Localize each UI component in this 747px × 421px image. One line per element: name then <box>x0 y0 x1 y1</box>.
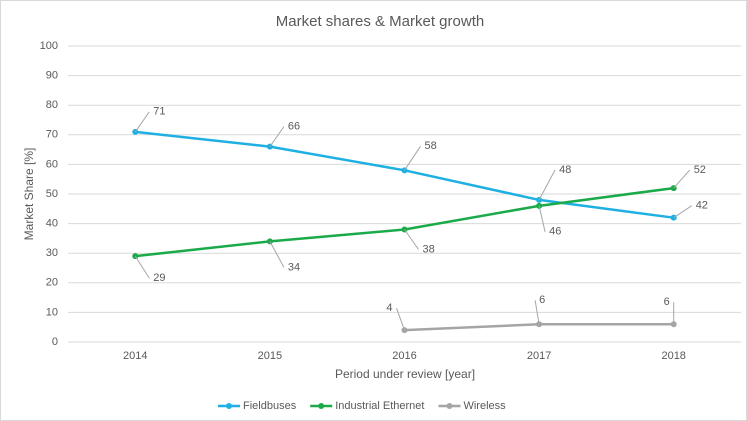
leader-line <box>534 300 540 325</box>
legend-label: Wireless <box>463 400 506 412</box>
data-label: 46 <box>549 226 561 238</box>
leader-line <box>404 229 419 250</box>
legend-label: Industrial Ethernet <box>335 400 424 412</box>
leader-line <box>538 205 546 232</box>
y-tick-label: 10 <box>46 306 58 318</box>
leader-line <box>673 169 691 189</box>
x-tick-label: 2016 <box>392 350 416 362</box>
data-label: 6 <box>539 294 545 306</box>
x-tick-label: 2017 <box>527 350 551 362</box>
chart-title: Market shares & Market growth <box>276 13 484 30</box>
leader-line <box>673 205 692 219</box>
x-axis-title: Period under review [year] <box>335 367 475 381</box>
leader-line <box>134 255 150 279</box>
y-tick-label: 90 <box>46 70 58 82</box>
x-tick-label: 2014 <box>123 350 147 362</box>
data-label: 34 <box>288 261 300 273</box>
y-tick-label: 30 <box>46 247 58 259</box>
data-label: 58 <box>425 140 437 152</box>
leader-line <box>269 126 285 147</box>
legend-marker <box>226 403 232 409</box>
y-tick-label: 80 <box>46 99 58 111</box>
data-label: 66 <box>288 121 300 133</box>
legend-marker <box>318 403 325 409</box>
leader-line <box>538 169 556 201</box>
leader-line <box>396 307 405 331</box>
y-tick-label: 40 <box>46 218 58 230</box>
legend-label: Fieldbuses <box>243 400 297 412</box>
y-tick-label: 0 <box>52 336 58 348</box>
data-label: 6 <box>664 296 670 308</box>
data-label: 38 <box>423 243 435 255</box>
data-label: 29 <box>153 272 165 284</box>
x-tick-label: 2018 <box>661 350 685 362</box>
y-tick-label: 70 <box>46 129 58 141</box>
data-label: 4 <box>386 302 392 314</box>
y-tick-label: 60 <box>46 158 58 170</box>
y-axis-title: Market Share [%] <box>22 148 36 241</box>
data-label: 42 <box>696 200 708 212</box>
y-tick-label: 50 <box>46 188 58 200</box>
x-tick-label: 2015 <box>258 350 282 362</box>
leader-line <box>404 146 421 171</box>
legend-marker <box>446 403 453 409</box>
leader-line <box>134 111 150 133</box>
leader-line <box>269 241 285 268</box>
data-label: 52 <box>694 164 706 176</box>
y-tick-label: 20 <box>46 277 58 289</box>
data-label: 48 <box>559 164 571 176</box>
data-label: 71 <box>153 106 165 118</box>
y-tick-label: 100 <box>40 40 58 52</box>
